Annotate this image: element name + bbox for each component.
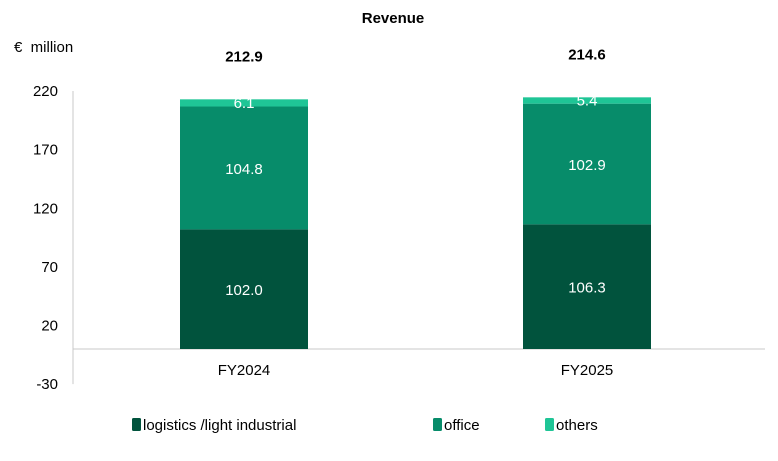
data-label: 106.3 — [568, 280, 606, 297]
bar-segment-logistics-light-industrial — [180, 229, 308, 349]
data-label: 102.9 — [568, 157, 606, 174]
total-label: 214.6 — [568, 46, 606, 63]
legend-label: others — [556, 417, 598, 434]
y-tick-label: 120 — [33, 200, 58, 217]
y-tick-label: 220 — [33, 83, 58, 100]
data-label: 6.1 — [234, 95, 255, 112]
chart-title: Revenue — [362, 10, 425, 27]
x-tick-label: FY2025 — [561, 362, 614, 379]
legend-swatch — [545, 418, 554, 431]
bar-segment-others — [180, 99, 308, 107]
y-tick-label: -30 — [36, 376, 58, 393]
legend-swatch — [132, 418, 141, 431]
y-tick-label: 20 — [41, 318, 58, 335]
bar-segment-others — [523, 97, 651, 104]
data-label: 104.8 — [225, 161, 263, 178]
data-label: 5.4 — [577, 92, 598, 109]
legend-label: office — [444, 417, 480, 434]
legend-swatch — [433, 418, 442, 431]
y-tick-label: 170 — [33, 142, 58, 159]
data-label: 102.0 — [225, 282, 263, 299]
y-tick-label: 70 — [41, 259, 58, 276]
bar-segment-logistics-light-industrial — [523, 224, 651, 349]
bar-segment-office — [180, 106, 308, 230]
total-label: 212.9 — [225, 48, 263, 65]
bar-segment-office — [523, 103, 651, 225]
y-axis-unit-label: € million — [14, 39, 73, 56]
legend-label: logistics /light industrial — [143, 417, 296, 434]
x-tick-label: FY2024 — [218, 362, 271, 379]
